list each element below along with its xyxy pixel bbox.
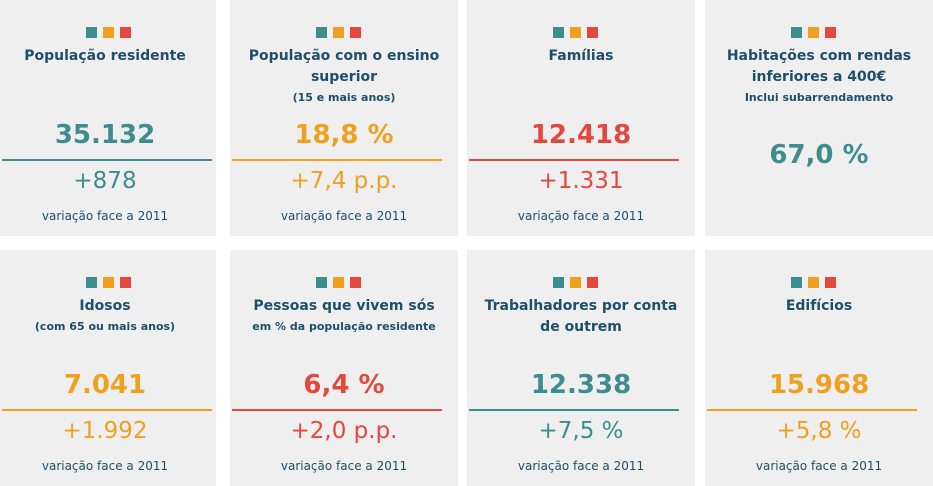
kpi-change: +5,8 % (776, 418, 862, 444)
color-square (553, 277, 564, 288)
title-text: Habitações com rendas inferiores a 400€ (726, 48, 912, 85)
divider (707, 409, 917, 411)
title-text: Pessoas que vivem sós (253, 298, 435, 314)
kpi-value: 6,4 % (303, 370, 385, 400)
color-square (825, 27, 836, 38)
color-square (333, 27, 344, 38)
kpi-change: +1.331 (538, 168, 624, 194)
color-square (316, 277, 327, 288)
card-footer: variação face a 2011 (517, 459, 645, 473)
color-square (333, 277, 344, 288)
kpi-value: 67,0 % (769, 140, 869, 170)
kpi-value: 12.418 (530, 120, 632, 150)
color-square (791, 27, 802, 38)
color-square (120, 277, 131, 288)
color-square (808, 27, 819, 38)
card-title: População residente (0, 46, 210, 67)
card-title: Pessoas que vivem sós em % da população r… (236, 296, 452, 337)
title-text: Idosos (79, 298, 131, 314)
card-footer: variação face a 2011 (41, 459, 169, 473)
card-footer: variação face a 2011 (280, 209, 408, 223)
kpi-card: População residente 35.132 +878 variação fa… (0, 0, 216, 236)
kpi-card: Habitações com rendas inferiores a 400€ I… (705, 0, 933, 236)
card-subtitle: em % da população residente (252, 320, 436, 333)
card-title: Habitações com rendas inferiores a 400€ I… (711, 46, 927, 108)
title-text: Edifícios (785, 298, 853, 314)
card-footer: variação face a 2011 (755, 459, 883, 473)
color-square (808, 277, 819, 288)
color-square (103, 277, 114, 288)
card-title: Idosos (com 65 ou mais anos) (0, 296, 210, 337)
divider (232, 409, 442, 411)
card-title: Famílias (473, 46, 689, 67)
color-square (825, 277, 836, 288)
kpi-value: 35.132 (54, 120, 156, 150)
card-footer: variação face a 2011 (41, 209, 169, 223)
color-square (791, 277, 802, 288)
kpi-change: +1.992 (62, 418, 148, 444)
card-subtitle: (15 e mais anos) (292, 91, 396, 104)
title-text: Trabalhadores por conta de outrem (484, 298, 678, 335)
card-subtitle: (com 65 ou mais anos) (34, 320, 176, 333)
kpi-change: +7,4 p.p. (290, 168, 398, 194)
color-square (350, 277, 361, 288)
kpi-card: Pessoas que vivem sós em % da população r… (230, 250, 458, 486)
title-text: Famílias (548, 48, 614, 64)
kpi-change: +878 (73, 168, 137, 194)
kpi-card: Trabalhadores por conta de outrem 12.338 +… (467, 250, 695, 486)
kpi-value: 12.338 (530, 370, 632, 400)
kpi-change: +7,5 % (538, 418, 624, 444)
kpi-card: População com o ensino superior (15 e mai… (230, 0, 458, 236)
color-square (587, 27, 598, 38)
color-square (120, 27, 131, 38)
card-title: Trabalhadores por conta de outrem (473, 296, 689, 338)
color-square (103, 27, 114, 38)
kpi-card: Famílias 12.418 +1.331 variação face a 2011 (467, 0, 695, 236)
card-footer: variação face a 2011 (280, 459, 408, 473)
card-title: Edifícios (711, 296, 927, 317)
color-square (570, 277, 581, 288)
kpi-value: 7.041 (63, 370, 147, 400)
card-subtitle: Inclui subarrendamento (744, 91, 894, 104)
kpi-card: Idosos (com 65 ou mais anos) 7.041 +1.992 va… (0, 250, 216, 486)
kpi-change: +2,0 p.p. (290, 418, 398, 444)
divider (469, 409, 679, 411)
color-square (350, 27, 361, 38)
color-square (587, 277, 598, 288)
divider (469, 159, 679, 161)
color-square (570, 27, 581, 38)
kpi-card: Edifícios 15.968 +5,8 % variação face a 201… (705, 250, 933, 486)
card-title: População com o ensino superior (15 e mai… (236, 46, 452, 108)
color-square (86, 27, 97, 38)
divider (232, 159, 442, 161)
kpi-value: 18,8 % (294, 120, 394, 150)
color-square (86, 277, 97, 288)
color-square (553, 27, 564, 38)
color-square (316, 27, 327, 38)
kpi-value: 15.968 (768, 370, 870, 400)
title-text: População residente (24, 48, 186, 64)
card-footer: variação face a 2011 (517, 209, 645, 223)
title-text: População com o ensino superior (248, 48, 440, 85)
divider (2, 409, 212, 411)
divider (2, 159, 212, 161)
